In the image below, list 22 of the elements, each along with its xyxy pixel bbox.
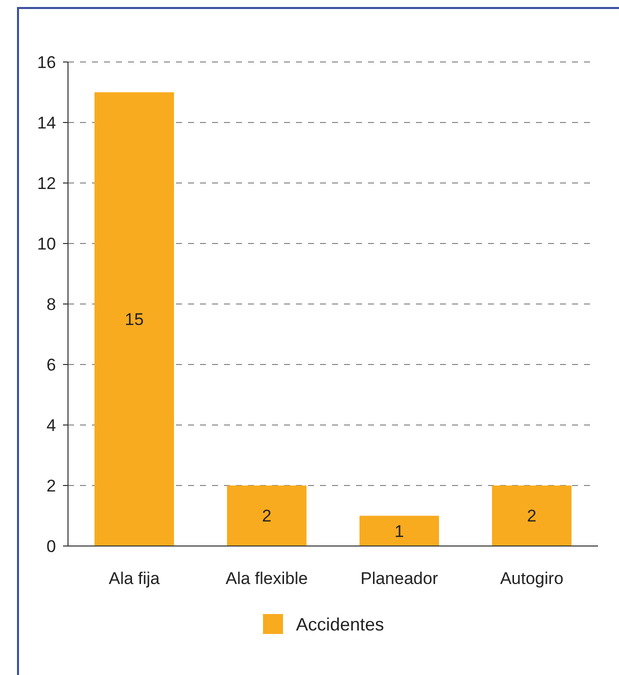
y-tick-label: 4 — [46, 416, 56, 435]
y-tick-label: 2 — [46, 476, 56, 496]
y-tick-label: 0 — [46, 536, 56, 556]
bar — [227, 486, 306, 546]
x-tick-label: Ala fija — [108, 569, 160, 588]
x-tick-label: Ala flexible — [226, 569, 308, 588]
y-tick-label: 8 — [46, 294, 56, 314]
data-label: 1 — [394, 522, 404, 541]
data-label: 2 — [262, 506, 272, 526]
y-tick-label: 14 — [37, 113, 56, 132]
x-tick-label: Autogiro — [500, 569, 564, 588]
x-tick-label: Planeador — [360, 569, 438, 588]
bar — [492, 486, 572, 546]
y-tick-label: 6 — [46, 355, 56, 374]
y-tick-label: 16 — [37, 52, 56, 72]
legend-label: Accidentes — [296, 614, 384, 634]
bar — [360, 516, 439, 546]
data-label: 2 — [527, 506, 536, 526]
y-tick-label: 12 — [37, 174, 56, 193]
data-label: 15 — [124, 310, 144, 330]
bar — [94, 92, 174, 546]
y-tick-label: 10 — [37, 234, 56, 254]
